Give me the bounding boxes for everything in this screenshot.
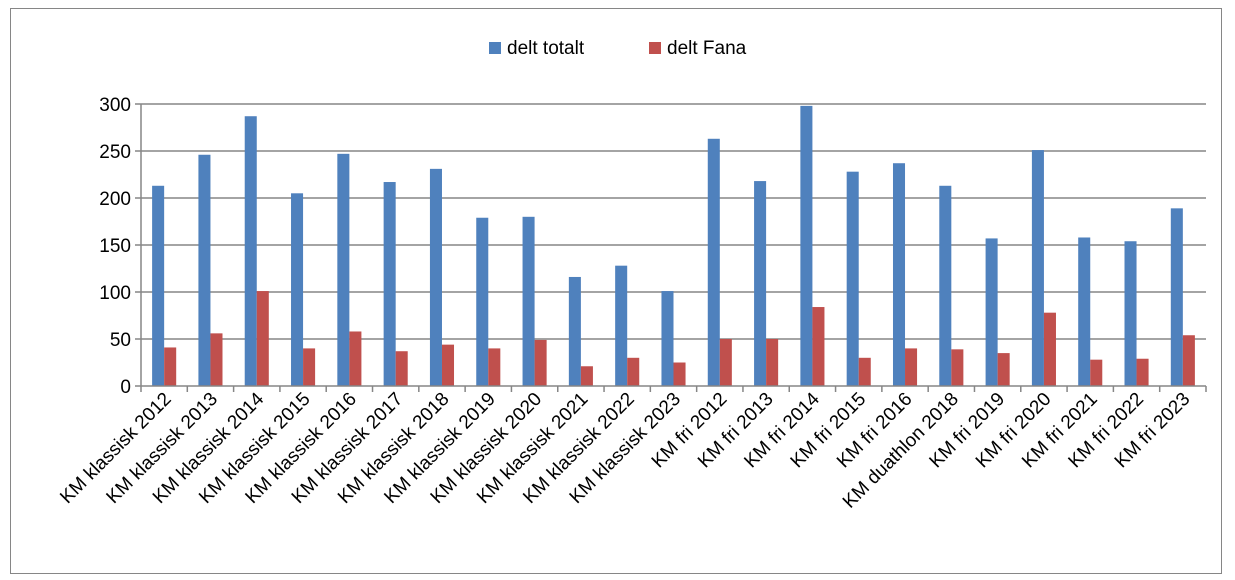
y-tick-label: 200 [99, 189, 131, 210]
bar-delt-totalt [152, 185, 165, 386]
bar-delt-totalt [1170, 208, 1183, 386]
bar-delt-totalt [1031, 150, 1044, 386]
bar-delt-fana [349, 331, 362, 386]
bar-delt-totalt [1078, 237, 1091, 386]
bar-delt-fana [719, 339, 732, 386]
bar-delt-fana [673, 362, 686, 386]
bar-delt-totalt [846, 171, 859, 386]
bar-delt-totalt [476, 217, 489, 386]
y-tick-label: 150 [99, 236, 131, 257]
bar-delt-totalt [985, 238, 998, 386]
bar-delt-totalt [291, 193, 304, 386]
y-tick-label: 50 [110, 330, 131, 351]
chart-frame: delt totalt delt Fana 0 50 100 150 200 250 300 K… [10, 8, 1222, 574]
bar-delt-totalt [198, 154, 211, 386]
bar-delt-fana [534, 339, 547, 386]
bar-delt-totalt [568, 276, 581, 386]
bar-delt-totalt [522, 216, 535, 386]
y-tick-label: 100 [99, 283, 131, 304]
legend-swatch [649, 42, 661, 54]
bar-delt-fana [812, 307, 825, 386]
bar-delt-totalt [244, 116, 257, 386]
bar-delt-totalt [615, 265, 628, 386]
bar-delt-fana [303, 348, 316, 386]
bar-delt-totalt [754, 181, 767, 386]
bar-delt-totalt [707, 138, 720, 386]
bar-delt-totalt [383, 182, 396, 386]
bar-delt-fana [580, 366, 593, 386]
bar-delt-totalt [939, 185, 952, 386]
bar-delt-fana [441, 344, 455, 386]
bar-delt-fana [395, 351, 408, 386]
legend-swatch [489, 42, 501, 54]
y-tick-label: 300 [99, 95, 131, 116]
bar-delt-totalt [892, 163, 906, 386]
bar-delt-fana [627, 357, 640, 386]
bar-delt-fana [1136, 358, 1149, 386]
bar-delt-fana [858, 357, 871, 386]
y-tick-label: 0 [120, 377, 131, 398]
legend-label: delt Fana [667, 38, 747, 59]
chart-legend: delt totalt delt Fana [489, 38, 747, 59]
bar-delt-fana [1182, 335, 1195, 386]
gridlines [141, 103, 1206, 340]
bar-delt-fana [256, 291, 269, 386]
bar-delt-fana [210, 333, 223, 386]
bar-delt-fana [488, 348, 501, 386]
bar-delt-totalt [661, 291, 674, 386]
bar-delt-fana [951, 349, 964, 386]
bar-delt-totalt [337, 153, 350, 386]
legend-label: delt totalt [507, 38, 585, 59]
y-tick-label: 250 [99, 142, 131, 163]
bar-chart: delt totalt delt Fana 050100150200250300K… [56, 38, 1207, 513]
bar-delt-totalt [1124, 241, 1137, 386]
bar-delt-fana [1090, 359, 1103, 386]
bar-delt-fana [164, 347, 177, 386]
axes [135, 103, 1207, 392]
bar-delt-totalt [429, 168, 442, 386]
bar-delt-fana [766, 339, 779, 386]
bars-group [152, 105, 1195, 386]
bar-delt-fana [1043, 312, 1056, 386]
bar-delt-totalt [800, 105, 813, 386]
bar-delt-fana [905, 348, 918, 386]
bar-delt-fana [997, 353, 1010, 386]
